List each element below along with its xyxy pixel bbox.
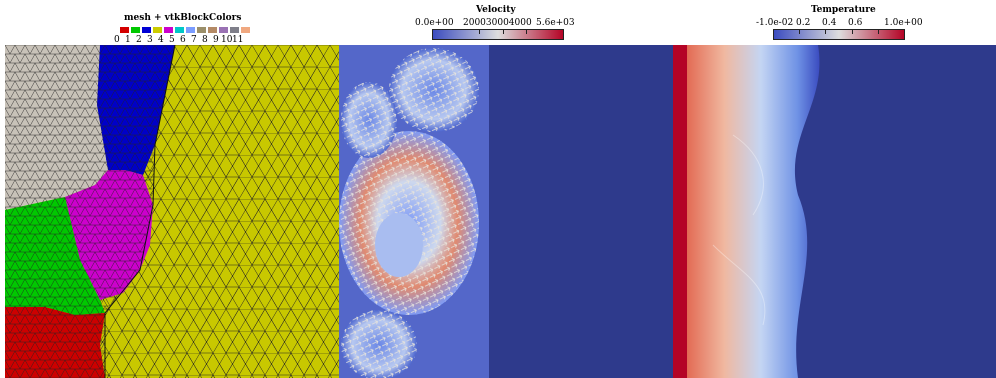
temperature-colorbar-tick bbox=[825, 29, 826, 34]
block-number-0: 0 bbox=[114, 35, 120, 45]
block-number-9: 9 bbox=[213, 35, 219, 45]
temperature-legend-title: Temperature bbox=[811, 5, 876, 15]
block-number-7: 7 bbox=[191, 35, 197, 45]
velocity-colorbar bbox=[432, 29, 564, 40]
velocity-colorbar-tick bbox=[503, 29, 504, 34]
temperature-plume bbox=[673, 45, 820, 378]
block-swatch-9 bbox=[219, 27, 228, 33]
velocity-field-view[interactable] bbox=[339, 45, 673, 378]
temperature-label-0-2: 0.2 bbox=[796, 18, 811, 28]
block-swatch-10 bbox=[230, 27, 239, 33]
block-swatch-3 bbox=[153, 27, 162, 33]
mesh-partition-view[interactable] bbox=[5, 45, 339, 378]
velocity-colorbar-tick bbox=[479, 29, 480, 34]
temperature-label-0-6: 0.6 bbox=[848, 18, 863, 28]
block-swatch-2 bbox=[142, 27, 151, 33]
block-number-4: 4 bbox=[158, 35, 164, 45]
temperature-canvas bbox=[673, 45, 996, 378]
block-swatch-6 bbox=[186, 27, 195, 33]
velocity-min-label: 0.0e+00 bbox=[415, 18, 454, 28]
velocity-legend-title: Velocity bbox=[476, 5, 516, 15]
block-swatch-1 bbox=[131, 27, 140, 33]
block-number-6: 6 bbox=[180, 35, 186, 45]
block-number-2: 2 bbox=[136, 35, 142, 45]
temperature-colorbar-tick bbox=[878, 29, 879, 34]
block-number-1: 1 bbox=[125, 35, 131, 45]
temperature-colorbar bbox=[773, 29, 905, 40]
temperature-colorbar-tick bbox=[852, 29, 853, 34]
temperature-label-0-4: 0.4 bbox=[822, 18, 837, 28]
block-number-10: 10 bbox=[221, 35, 233, 45]
velocity-canvas bbox=[339, 45, 673, 378]
mesh-canvas bbox=[5, 45, 339, 378]
block-swatch-7 bbox=[197, 27, 206, 33]
block-number-3: 3 bbox=[147, 35, 153, 45]
block-swatch-5 bbox=[175, 27, 184, 33]
temperature-min-label: -1.0e-02 bbox=[756, 18, 794, 28]
temperature-colorbar-tick bbox=[799, 29, 800, 34]
block-number-5: 5 bbox=[169, 35, 175, 45]
velocity-max-label: 5.6e+03 bbox=[536, 18, 575, 28]
block-number-8: 8 bbox=[202, 35, 208, 45]
block-swatch-4 bbox=[164, 27, 173, 33]
mesh-legend-title: mesh + vtkBlockColors bbox=[124, 13, 242, 23]
block-swatch-11 bbox=[241, 27, 250, 33]
temperature-field-view[interactable] bbox=[673, 45, 996, 378]
velocity-colorbar-tick bbox=[526, 29, 527, 34]
temperature-max-label: 1.0e+00 bbox=[884, 18, 923, 28]
block-swatch-8 bbox=[208, 27, 217, 33]
block-number-11: 11 bbox=[232, 35, 244, 45]
velocity-mid-label: 200030004000 bbox=[463, 18, 532, 28]
block-swatch-0 bbox=[120, 27, 129, 33]
